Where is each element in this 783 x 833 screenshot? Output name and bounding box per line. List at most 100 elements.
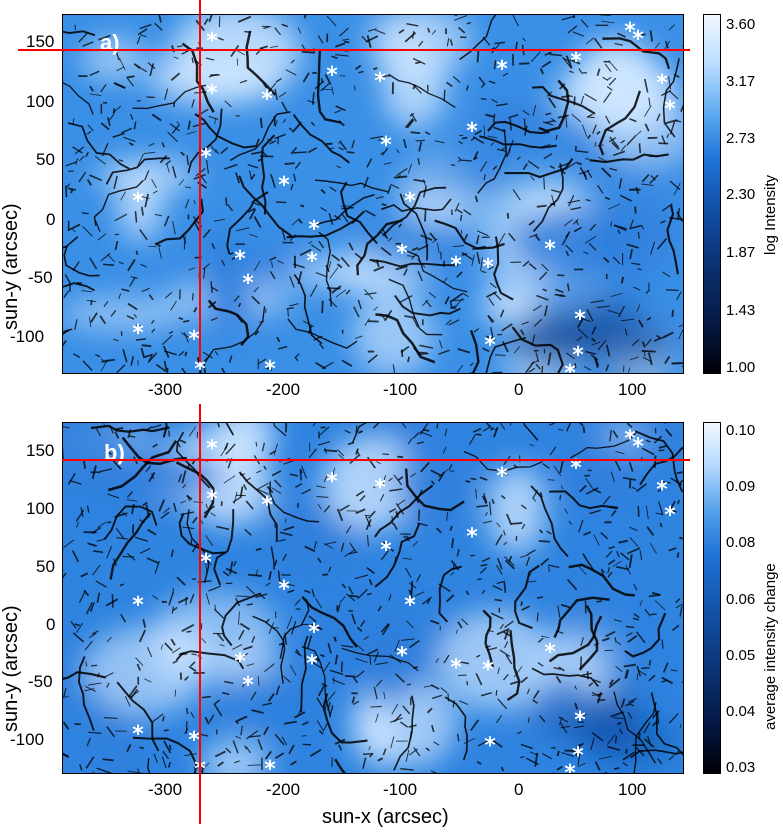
flow-arrow <box>614 224 627 230</box>
flow-arrow <box>603 256 610 263</box>
flow-arrow <box>529 443 535 447</box>
flow-arrow <box>489 501 492 516</box>
flow-arrow <box>405 749 410 762</box>
flow-arrow <box>67 472 76 485</box>
flow-arrow <box>472 136 485 144</box>
flow-arrow <box>587 134 592 140</box>
x-tick-label: -200 <box>266 380 301 399</box>
flow-arrow <box>616 551 620 558</box>
flow-arrow <box>612 560 622 567</box>
flow-arrow <box>158 14 162 23</box>
flow-arrow <box>594 141 597 147</box>
network-lane <box>369 258 459 268</box>
flow-arrow <box>363 176 369 189</box>
flow-arrow <box>390 183 400 189</box>
flow-arrow <box>236 715 248 722</box>
flow-arrow <box>629 248 633 259</box>
flow-arrow <box>593 37 603 49</box>
flow-arrow <box>87 542 97 548</box>
flow-arrow <box>154 560 160 574</box>
flow-arrow <box>91 630 99 635</box>
flow-arrow <box>636 130 642 136</box>
flow-arrow <box>184 728 189 735</box>
flow-arrow <box>582 713 587 717</box>
flow-arrow <box>98 34 111 41</box>
flow-arrow <box>470 719 480 731</box>
flow-arrow <box>147 352 158 363</box>
flow-arrow <box>315 598 323 609</box>
flow-arrow <box>120 191 126 201</box>
flow-arrow <box>173 502 177 513</box>
flow-arrow <box>643 350 646 357</box>
flow-arrow <box>106 545 113 559</box>
flow-arrow <box>205 534 214 547</box>
brightness-patch <box>213 422 275 475</box>
network-lane <box>493 236 514 301</box>
brightness-patch <box>201 227 248 325</box>
flow-arrow <box>628 461 634 472</box>
flow-arrow <box>411 31 415 39</box>
flow-arrow <box>102 758 114 762</box>
flow-arrow <box>351 613 357 625</box>
flow-arrow <box>379 493 385 502</box>
flow-arrow <box>450 304 458 309</box>
flow-arrow <box>152 595 159 600</box>
flow-arrow <box>339 504 350 512</box>
flow-arrow <box>99 468 113 473</box>
brightness-patch <box>568 571 611 657</box>
dark-patch <box>520 317 605 358</box>
flow-arrow <box>635 186 640 194</box>
flow-arrow <box>257 482 269 490</box>
flow-arrow <box>127 685 138 698</box>
flow-arrow <box>461 136 468 140</box>
flow-arrow <box>604 196 610 200</box>
flow-arrow <box>357 299 362 310</box>
flow-arrow <box>139 229 148 241</box>
flow-arrow <box>234 719 239 725</box>
flow-arrow <box>430 469 443 477</box>
flow-arrow <box>348 586 354 595</box>
flow-arrow <box>278 91 287 98</box>
flow-arrow <box>334 53 349 57</box>
flow-arrow <box>293 151 307 154</box>
flow-arrow <box>135 250 139 255</box>
flow-arrow <box>625 632 633 637</box>
flow-arrow <box>629 118 637 123</box>
flow-arrow <box>522 163 528 170</box>
flow-arrow <box>418 509 421 521</box>
flow-arrow <box>180 151 185 156</box>
asterisk-marker: * <box>380 133 392 158</box>
flow-arrow <box>204 560 208 573</box>
panel-b: * * * * * * * * * * * * * * * * * * * * * * * * * * * * * * * * * b) 150… <box>0 410 783 833</box>
flow-arrow <box>537 662 544 667</box>
network-lane <box>382 186 447 237</box>
asterisk-marker: * <box>242 673 254 698</box>
flow-arrow <box>253 216 262 228</box>
flow-arrow <box>320 188 326 195</box>
x-tick-label: -300 <box>148 780 183 799</box>
flow-arrow <box>186 630 192 633</box>
flow-arrow <box>572 31 584 37</box>
flow-arrow <box>348 242 354 251</box>
flow-arrow <box>537 637 544 643</box>
flow-arrow <box>596 600 603 603</box>
flow-arrow <box>660 220 666 224</box>
flow-arrow <box>282 553 287 561</box>
flow-arrow <box>65 185 68 198</box>
flow-arrow <box>548 564 560 569</box>
flow-arrow <box>317 557 322 563</box>
flow-arrow <box>181 470 187 484</box>
flow-arrow <box>339 596 346 604</box>
flow-arrow <box>251 709 264 714</box>
flow-arrow <box>126 499 138 502</box>
flow-arrow <box>402 705 411 715</box>
network-lane <box>598 90 642 156</box>
flow-arrow <box>637 319 644 328</box>
flow-arrow <box>580 95 585 105</box>
flow-arrow <box>289 303 299 307</box>
flow-arrow <box>614 42 623 46</box>
flow-arrow <box>318 240 325 249</box>
flow-arrow <box>641 447 655 456</box>
flow-arrow <box>502 72 509 77</box>
flow-arrow <box>85 151 90 158</box>
